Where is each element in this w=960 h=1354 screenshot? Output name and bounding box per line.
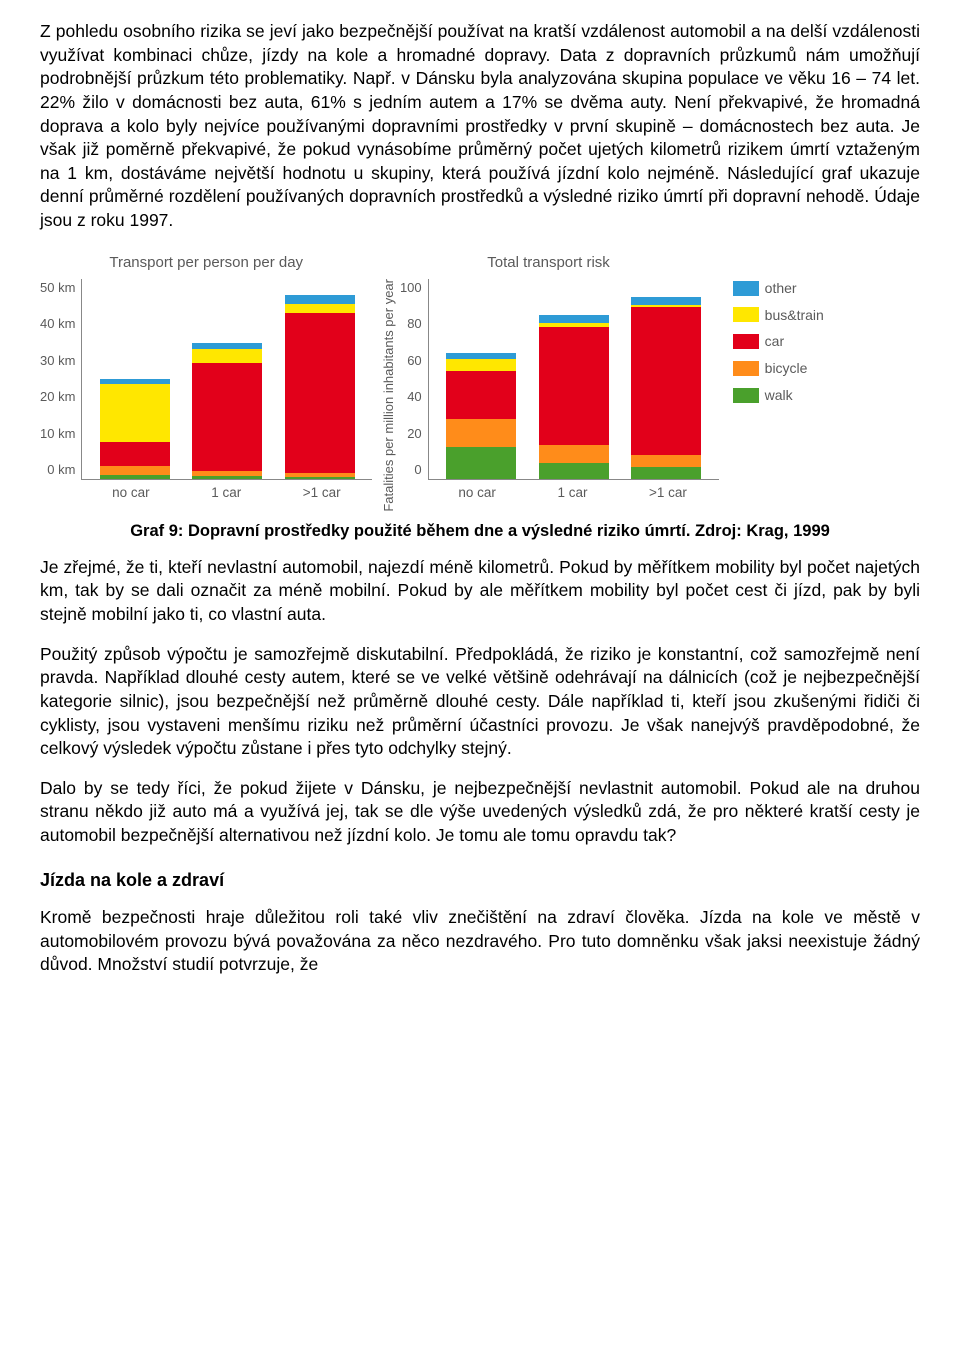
bar-segment-car: [192, 363, 262, 471]
bar-segment-bicycle: [446, 419, 516, 447]
legend-swatch: [733, 281, 759, 296]
section-heading: Jízda na kole a zdraví: [40, 868, 920, 892]
bar-segment-walk: [446, 447, 516, 479]
bar: [285, 295, 355, 479]
bar-segment-other: [285, 295, 355, 304]
legend-label: bus&train: [765, 306, 824, 325]
legend-item-bicycle: bicycle: [733, 359, 824, 378]
xaxis-label: 1 car: [557, 484, 587, 502]
legend-label: bicycle: [765, 359, 808, 378]
bar-segment-bicycle: [631, 455, 701, 467]
xaxis-label: no car: [458, 484, 496, 502]
chart-left-yaxis: 50 km40 km30 km20 km10 km0 km: [40, 279, 81, 479]
xaxis-label: no car: [112, 484, 150, 502]
legend-swatch: [733, 307, 759, 322]
legend-swatch: [733, 334, 759, 349]
chart-left-plot: [81, 279, 372, 480]
bar-segment-walk: [100, 475, 170, 479]
paragraph-3: Použitý způsob výpočtu je samozřejmě dis…: [40, 643, 920, 761]
legend-swatch: [733, 388, 759, 403]
chart-right-xaxis: no car 1 car >1 car: [428, 484, 718, 502]
chart-right-plot: [428, 279, 719, 480]
xaxis-label: >1 car: [649, 484, 687, 502]
bar-segment-walk: [539, 463, 609, 479]
bar-segment-bicycle: [100, 466, 170, 475]
bar: [539, 315, 609, 479]
legend-label: car: [765, 332, 784, 351]
xaxis-label: >1 car: [303, 484, 341, 502]
chart-legend: other bus&train car bicycle walk: [733, 279, 824, 405]
bar-segment-car: [631, 307, 701, 455]
bar: [446, 353, 516, 479]
bar-segment-car: [539, 327, 609, 445]
bar-segment-other: [631, 297, 701, 305]
legend-label: walk: [765, 386, 793, 405]
figure-9: Transport per person per day 50 km40 km3…: [40, 253, 920, 512]
bar-segment-bicycle: [539, 445, 609, 463]
legend-item-car: car: [733, 332, 824, 351]
bar-segment-bus: [285, 304, 355, 313]
paragraph-5: Kromě bezpečnosti hraje důležitou roli t…: [40, 906, 920, 977]
chart-left-title: Transport per person per day: [109, 253, 303, 273]
bar-segment-car: [285, 313, 355, 473]
intro-paragraph: Z pohledu osobního rizika se jeví jako b…: [40, 20, 920, 233]
legend-swatch: [733, 361, 759, 376]
bar-segment-car: [100, 442, 170, 466]
chart-transport-per-day: Transport per person per day 50 km40 km3…: [40, 253, 372, 502]
figure-caption: Graf 9: Dopravní prostředky použité běhe…: [40, 520, 920, 542]
chart-left-xaxis: no car 1 car >1 car: [81, 484, 371, 502]
paragraph-4: Dalo by se tedy říci, že pokud žijete v …: [40, 777, 920, 848]
xaxis-label: 1 car: [211, 484, 241, 502]
bar-segment-car: [446, 371, 516, 419]
legend-item-walk: walk: [733, 386, 824, 405]
legend-label: other: [765, 279, 797, 298]
chart-right-title: Total transport risk: [487, 253, 610, 273]
bar-segment-walk: [285, 477, 355, 479]
paragraph-2: Je zřejmé, že ti, kteří nevlastní automo…: [40, 556, 920, 627]
chart-right-ylabel: Fatalities per million inhabitants per y…: [378, 279, 400, 512]
bar-segment-bus: [192, 349, 262, 363]
legend-item-other: other: [733, 279, 824, 298]
chart-total-risk: Total transport risk Fatalities per mill…: [378, 253, 718, 512]
legend-item-bus: bus&train: [733, 306, 824, 325]
bar-segment-walk: [631, 467, 701, 479]
bar: [100, 379, 170, 479]
bar-segment-bus: [446, 359, 516, 371]
bar-segment-walk: [192, 476, 262, 478]
bar-segment-other: [539, 315, 609, 323]
bar: [192, 343, 262, 479]
bar: [631, 297, 701, 479]
bar-segment-bus: [100, 384, 170, 442]
chart-right-yaxis: 100806040200: [400, 279, 428, 479]
